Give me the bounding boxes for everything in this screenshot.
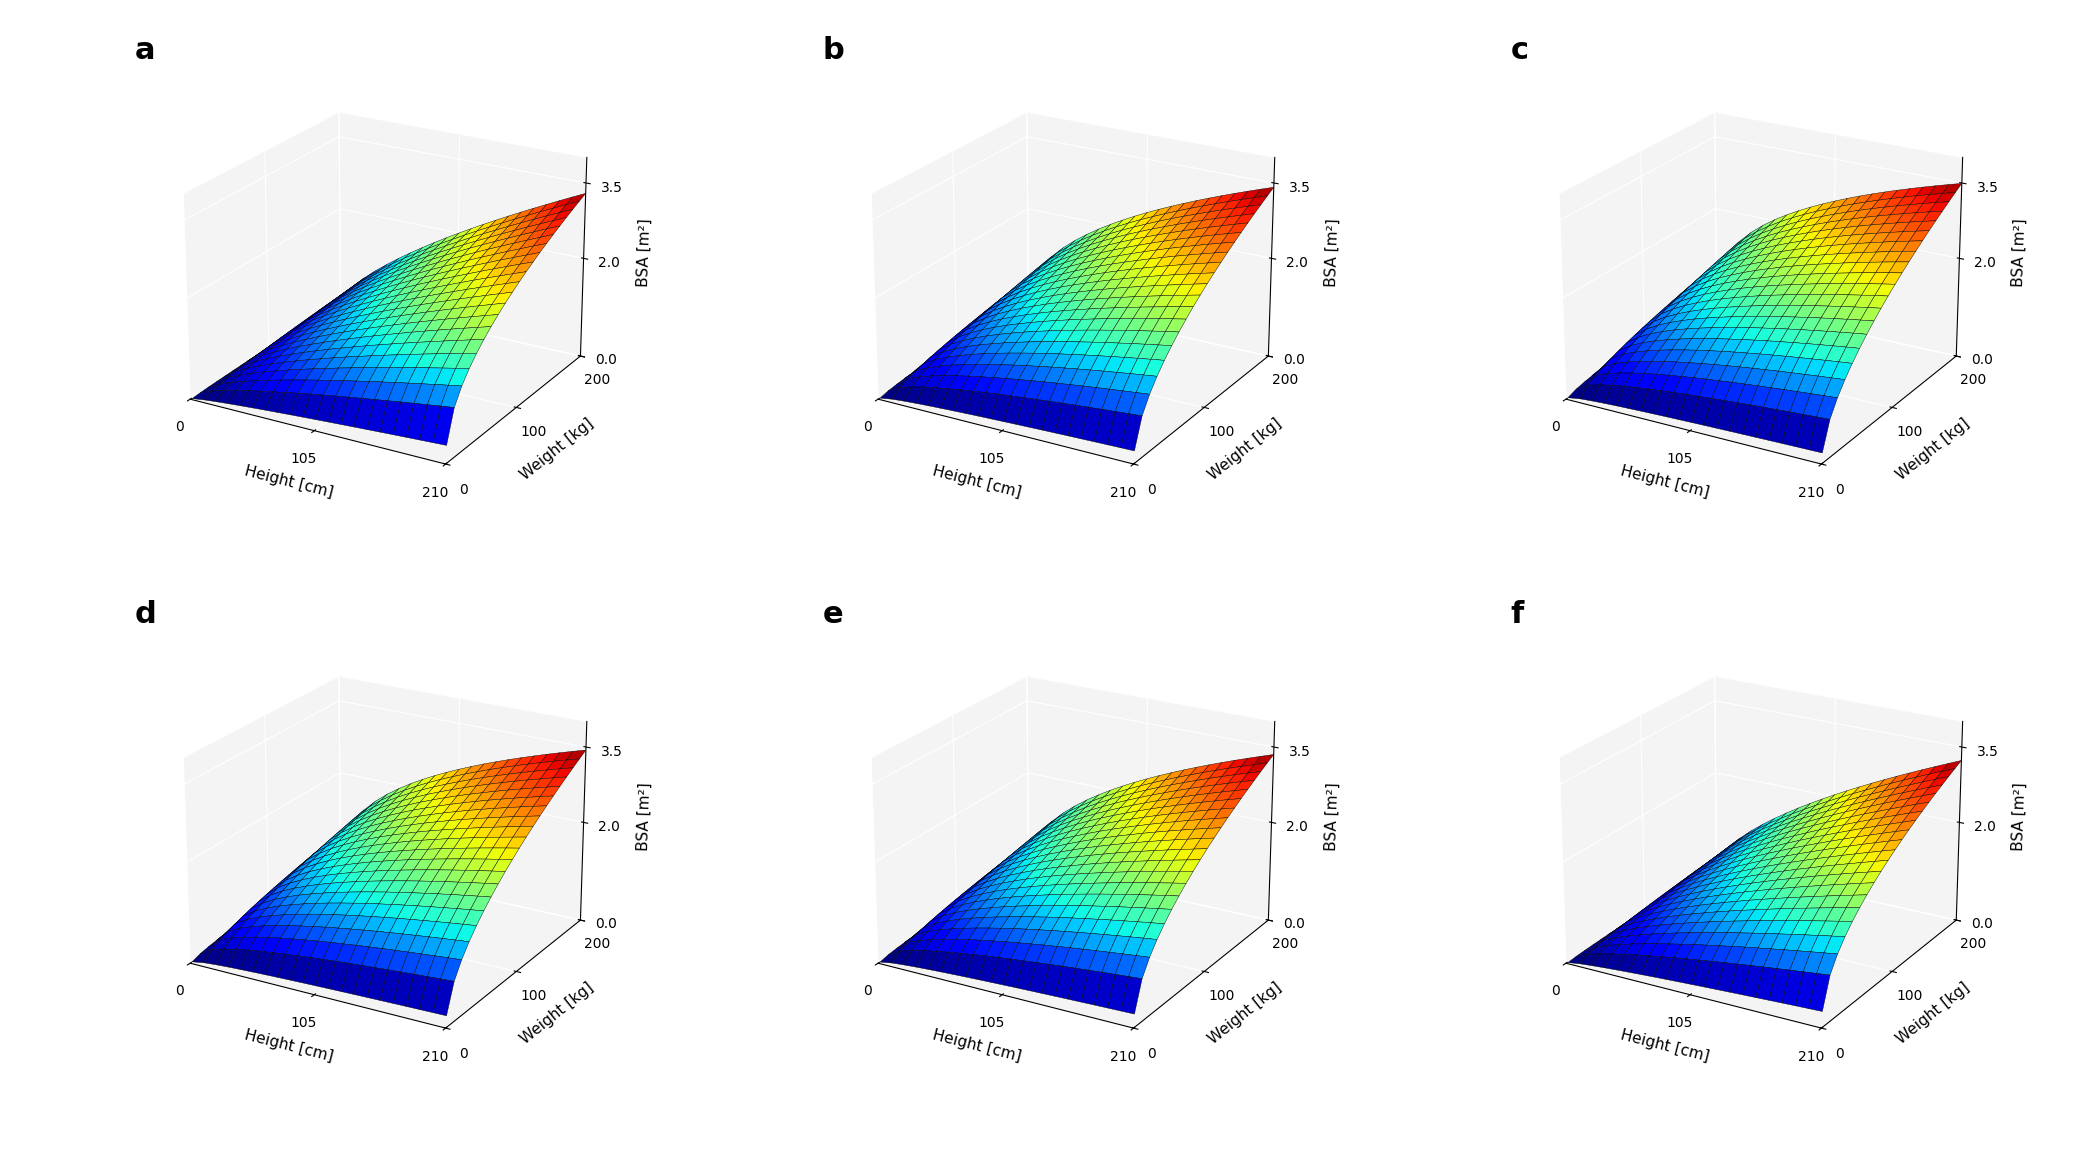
Text: a: a: [134, 36, 155, 65]
X-axis label: Height [cm]: Height [cm]: [244, 1027, 336, 1064]
Y-axis label: Weight [kg]: Weight [kg]: [519, 415, 596, 483]
X-axis label: Height [cm]: Height [cm]: [244, 463, 336, 499]
Text: d: d: [134, 600, 158, 629]
X-axis label: Height [cm]: Height [cm]: [1619, 1027, 1712, 1064]
Text: c: c: [1510, 36, 1529, 65]
Y-axis label: Weight [kg]: Weight [kg]: [1894, 980, 1972, 1047]
X-axis label: Height [cm]: Height [cm]: [932, 1027, 1023, 1064]
X-axis label: Height [cm]: Height [cm]: [1619, 463, 1712, 499]
Y-axis label: Weight [kg]: Weight [kg]: [1205, 980, 1285, 1047]
Text: e: e: [823, 600, 844, 629]
Y-axis label: Weight [kg]: Weight [kg]: [519, 980, 596, 1047]
X-axis label: Height [cm]: Height [cm]: [932, 463, 1023, 499]
Text: f: f: [1510, 600, 1525, 629]
Y-axis label: Weight [kg]: Weight [kg]: [1894, 415, 1972, 483]
Y-axis label: Weight [kg]: Weight [kg]: [1205, 415, 1285, 483]
Text: b: b: [823, 36, 844, 65]
